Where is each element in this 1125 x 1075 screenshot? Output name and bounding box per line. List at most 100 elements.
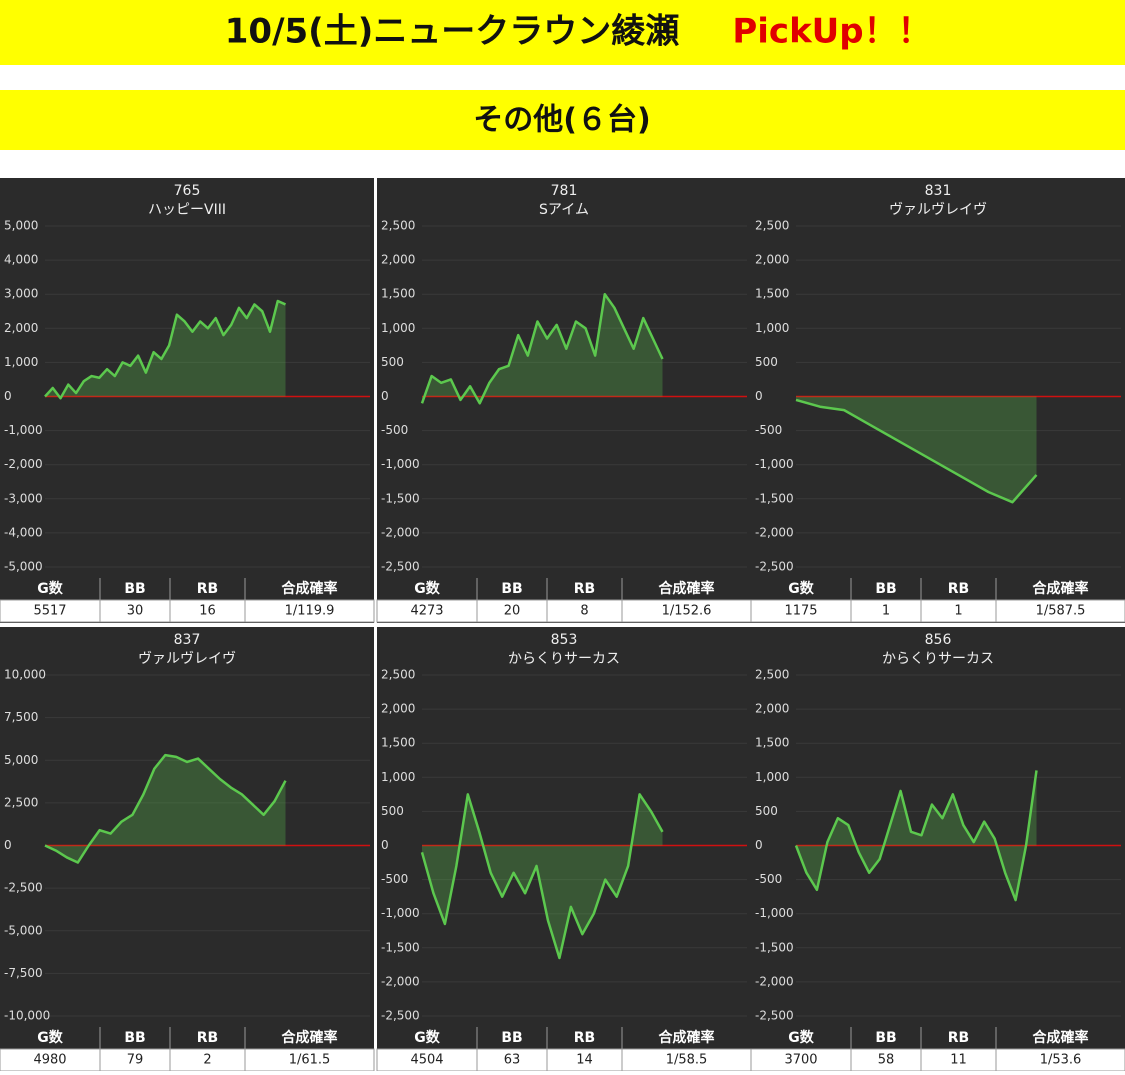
y-tick-label: -5,000 (4, 923, 43, 937)
y-tick-label: 2,000 (4, 321, 38, 335)
table-header: RB (948, 1030, 969, 1046)
table-header: RB (948, 581, 969, 597)
y-tick-label: 0 (755, 389, 763, 403)
table-cell: 1/152.6 (662, 604, 712, 619)
y-tick-label: -500 (381, 872, 408, 886)
y-tick-label: 500 (755, 804, 778, 818)
y-tick-label: 1,500 (755, 736, 789, 750)
table-header-bg (751, 1027, 1125, 1049)
y-tick-label: 1,000 (381, 770, 415, 784)
table-header: 合成確率 (659, 580, 715, 597)
chart-panel (751, 627, 1125, 1072)
table-cell: 30 (127, 604, 144, 619)
table-header: G数 (37, 580, 63, 597)
table-cell: 1/58.5 (666, 1053, 708, 1068)
data-line (794, 770, 1038, 902)
y-tick-label: -1,000 (4, 423, 43, 437)
y-tick-label: 2,500 (4, 795, 38, 809)
y-tick-label: -1,000 (381, 906, 420, 920)
chart-panel (377, 178, 751, 623)
table-header-bg (0, 1027, 374, 1049)
area-fill (796, 770, 1037, 901)
table-header: RB (197, 1030, 218, 1046)
table-header: G数 (788, 1029, 814, 1046)
y-tick-label: -500 (755, 423, 782, 437)
page-title: 10/5(土)ニュークラウン綾瀬 (225, 12, 679, 52)
table-header: RB (574, 1030, 595, 1046)
table-cell: 79 (127, 1053, 144, 1068)
y-tick-label: 500 (755, 355, 778, 369)
table-header-bg (377, 578, 751, 600)
y-tick-label: 1,500 (755, 287, 789, 301)
y-tick-label: -1,500 (381, 940, 420, 954)
y-tick-label: -2,000 (381, 525, 420, 539)
y-tick-label: -2,500 (381, 560, 420, 574)
table-cell: 4980 (33, 1053, 66, 1068)
y-tick-label: 2,500 (381, 219, 415, 233)
y-tick-label: -1,000 (755, 457, 794, 471)
table-cell: 14 (576, 1053, 593, 1068)
table-header-bg (0, 578, 374, 600)
data-line (795, 398, 1038, 504)
chart-subtitle: ヴァルヴレイヴ (138, 650, 236, 667)
table-cell: 1 (882, 604, 890, 619)
chart-panel (377, 627, 751, 1072)
y-tick-label: -2,500 (755, 1009, 794, 1023)
y-tick-label: -2,500 (755, 560, 794, 574)
chart-title: 837 (174, 632, 201, 648)
y-tick-label: -2,500 (381, 1009, 420, 1023)
table-header: BB (875, 581, 896, 597)
table-cell: 63 (504, 1053, 521, 1068)
table-cell: 20 (504, 604, 521, 619)
chart-panel (751, 178, 1125, 623)
table-header: 合成確率 (1033, 580, 1089, 597)
table-header-bg (377, 1027, 751, 1049)
y-tick-label: 1,500 (381, 287, 415, 301)
y-tick-label: 0 (4, 838, 12, 852)
chart-title: 856 (925, 632, 952, 648)
y-tick-label: 1,000 (755, 770, 789, 784)
page-subtitle: その他(６台) (473, 103, 650, 138)
y-tick-label: -5,000 (4, 560, 43, 574)
y-tick-label: 0 (381, 838, 389, 852)
y-tick-label: -10,000 (4, 1009, 50, 1023)
y-tick-label: -2,500 (4, 881, 43, 895)
y-tick-label: 0 (4, 389, 12, 403)
pickup-label: PickUp！！ (732, 12, 931, 52)
y-tick-label: 0 (755, 838, 763, 852)
chart-title: 831 (925, 183, 952, 199)
y-tick-label: 2,500 (755, 219, 789, 233)
table-cell: 58 (878, 1053, 895, 1068)
area-fill (422, 794, 663, 959)
data-line (420, 292, 664, 405)
table-row-bg (750, 599, 1125, 623)
subtitle-banner (0, 90, 1125, 150)
chart-subtitle: Sアイム (539, 202, 589, 218)
area-fill (796, 396, 1037, 503)
table-cell: 1/53.6 (1040, 1053, 1082, 1068)
table-header: BB (124, 581, 145, 597)
table-cell: 3700 (784, 1053, 817, 1068)
data-line (44, 299, 287, 400)
y-tick-label: -1,500 (755, 491, 794, 505)
table-header: 合成確率 (659, 1029, 715, 1046)
y-tick-label: 2,000 (755, 702, 789, 716)
y-tick-label: 2,500 (755, 668, 789, 682)
table-header: RB (574, 581, 595, 597)
chart-title: 781 (551, 183, 578, 199)
chart-subtitle: ヴァルヴレイヴ (889, 201, 987, 218)
table-header: BB (875, 1030, 896, 1046)
y-tick-label: 1,500 (381, 736, 415, 750)
y-tick-label: 2,000 (381, 253, 415, 267)
table-header: G数 (37, 1029, 63, 1046)
y-tick-label: -4,000 (4, 525, 43, 539)
chart-panel (0, 627, 374, 1072)
table-cell: 1175 (784, 604, 817, 619)
table-cell: 4273 (410, 604, 443, 619)
table-header: BB (501, 581, 522, 597)
y-tick-label: 1,000 (4, 355, 38, 369)
y-tick-label: 10,000 (4, 668, 46, 682)
y-tick-label: 500 (381, 355, 404, 369)
